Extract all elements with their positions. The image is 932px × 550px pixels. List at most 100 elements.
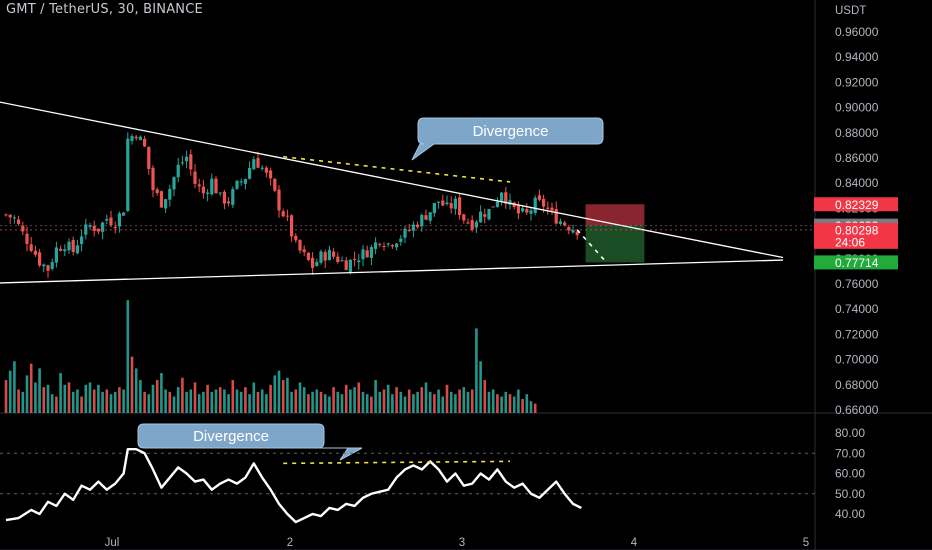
price-tag-countdown: 24:06	[835, 235, 865, 249]
candle-body	[470, 220, 474, 230]
volume-bar	[172, 396, 176, 413]
volume-bar	[63, 384, 67, 413]
y-tick-label: 0.86000	[835, 151, 879, 165]
candle-body	[374, 242, 378, 249]
volume-bar	[260, 389, 264, 413]
candle-body	[138, 136, 142, 141]
candle-body	[529, 210, 533, 214]
volume-bar	[441, 396, 445, 413]
volume-bar	[29, 363, 33, 413]
volume-bar	[412, 394, 415, 413]
candle-body	[172, 177, 176, 190]
candle-body	[319, 251, 323, 263]
volume-bar	[428, 391, 432, 413]
volume-bar	[34, 382, 37, 413]
volume-bar	[512, 396, 516, 413]
volume-bar	[252, 382, 256, 413]
y-axis-unit: USDT	[835, 5, 866, 17]
volume-bar	[227, 394, 230, 413]
volume-bar	[92, 389, 96, 413]
volume-bar	[55, 396, 58, 413]
candle-body	[269, 170, 273, 179]
volume-bar	[273, 375, 277, 413]
trendline-price-divergence	[283, 155, 511, 183]
volume-bar	[42, 387, 46, 413]
candle-body	[210, 178, 214, 195]
volume-bar	[80, 396, 83, 413]
candle-body	[504, 192, 508, 204]
volume-bar	[395, 387, 398, 413]
candle-body	[315, 261, 319, 267]
candle-body	[71, 240, 75, 253]
candle-body	[533, 197, 537, 213]
volume-bar	[445, 384, 449, 413]
candle-body	[231, 189, 235, 205]
volume-bar	[349, 389, 352, 413]
candle-body	[59, 248, 63, 251]
volume-bar	[193, 382, 197, 413]
candle-body	[25, 233, 29, 244]
volume-bar	[147, 394, 151, 413]
candle-body	[122, 212, 126, 216]
candle-body	[399, 238, 403, 242]
price-tag-current: 0.80298	[835, 223, 879, 237]
volume-bar	[155, 380, 159, 413]
candle-body	[243, 179, 247, 184]
x-tick-label: 5	[803, 537, 809, 549]
y-tick-label: 0.68000	[835, 378, 879, 392]
candle-body	[512, 202, 516, 208]
volume-bar	[458, 389, 461, 413]
volume-bar	[13, 361, 16, 413]
volume-bar	[202, 391, 205, 413]
candle-body	[369, 247, 373, 258]
volume-bar	[290, 391, 293, 413]
volume-bar	[361, 391, 365, 413]
volume-bar	[416, 391, 419, 413]
volume-bar	[113, 391, 117, 413]
volume-bar	[378, 391, 382, 413]
candle-body	[155, 189, 159, 194]
candle-body	[8, 214, 12, 218]
candle-body	[466, 222, 470, 224]
candle-body	[546, 207, 550, 209]
volume-bar	[462, 387, 466, 413]
candle-body	[432, 203, 436, 214]
candle-body	[474, 221, 478, 228]
volume-bar	[386, 384, 390, 413]
volume-bar	[239, 391, 243, 413]
candle-body	[63, 249, 67, 252]
volume-bar	[189, 389, 193, 413]
candle-body	[4, 214, 8, 216]
volume-bar	[521, 398, 524, 413]
price-tag-stop: 0.82329	[835, 198, 879, 212]
volume-bar	[470, 389, 474, 413]
candle-body	[479, 211, 483, 223]
candle-body	[563, 222, 567, 226]
volume-bar	[50, 394, 54, 413]
volume-bar	[214, 389, 218, 413]
volume-bar	[122, 389, 125, 413]
candle-body	[445, 202, 449, 205]
oscillator-tick-label: 60.00	[835, 467, 865, 481]
volume-bar	[46, 384, 50, 413]
volume-bar	[176, 387, 180, 413]
candle-body	[277, 189, 281, 211]
candle-body	[508, 200, 512, 205]
candle-body	[353, 258, 357, 260]
volume-bar	[281, 380, 285, 413]
volume-bar	[88, 382, 92, 413]
volume-bar	[17, 389, 20, 413]
candle-body	[256, 158, 260, 168]
candle-body	[395, 243, 399, 248]
volume-bar	[382, 389, 386, 413]
candle-body	[159, 191, 163, 208]
candle-body	[80, 236, 84, 245]
volume-bar	[370, 396, 373, 413]
candle-body	[386, 243, 390, 245]
oscillator-tick-label: 40.00	[835, 507, 865, 521]
volume-bar	[496, 394, 499, 413]
candle-body	[29, 244, 33, 251]
candle-body	[428, 212, 432, 221]
candle-body	[525, 209, 529, 213]
